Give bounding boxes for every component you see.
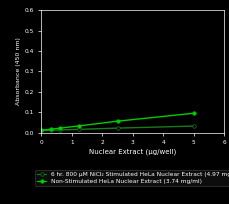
Non-Stimulated HeLa Nuclear Extract (3.74 mg/ml)	[49, 128, 52, 131]
6 hr. 800 μM NiCl₂ Stimulated HeLa Nuclear Extract (4.97 mg/ml)	[40, 129, 43, 132]
6 hr. 800 μM NiCl₂ Stimulated HeLa Nuclear Extract (4.97 mg/ml)	[78, 128, 81, 131]
Y-axis label: Absorbance (450 nm): Absorbance (450 nm)	[16, 38, 22, 105]
Legend: 6 hr. 800 μM NiCl₂ Stimulated HeLa Nuclear Extract (4.97 mg/ml), Non-Stimulated : 6 hr. 800 μM NiCl₂ Stimulated HeLa Nucle…	[35, 170, 229, 186]
6 hr. 800 μM NiCl₂ Stimulated HeLa Nuclear Extract (4.97 mg/ml)	[49, 129, 52, 132]
Non-Stimulated HeLa Nuclear Extract (3.74 mg/ml)	[116, 120, 119, 122]
X-axis label: Nuclear Extract (μg/well): Nuclear Extract (μg/well)	[89, 148, 177, 154]
Non-Stimulated HeLa Nuclear Extract (3.74 mg/ml)	[78, 125, 81, 127]
6 hr. 800 μM NiCl₂ Stimulated HeLa Nuclear Extract (4.97 mg/ml)	[59, 129, 62, 131]
Non-Stimulated HeLa Nuclear Extract (3.74 mg/ml)	[59, 127, 62, 129]
6 hr. 800 μM NiCl₂ Stimulated HeLa Nuclear Extract (4.97 mg/ml)	[193, 125, 195, 127]
6 hr. 800 μM NiCl₂ Stimulated HeLa Nuclear Extract (4.97 mg/ml)	[116, 127, 119, 129]
Non-Stimulated HeLa Nuclear Extract (3.74 mg/ml)	[193, 112, 195, 114]
Non-Stimulated HeLa Nuclear Extract (3.74 mg/ml)	[40, 129, 43, 131]
Line: Non-Stimulated HeLa Nuclear Extract (3.74 mg/ml): Non-Stimulated HeLa Nuclear Extract (3.7…	[39, 111, 196, 132]
Line: 6 hr. 800 μM NiCl₂ Stimulated HeLa Nuclear Extract (4.97 mg/ml): 6 hr. 800 μM NiCl₂ Stimulated HeLa Nucle…	[39, 124, 196, 132]
